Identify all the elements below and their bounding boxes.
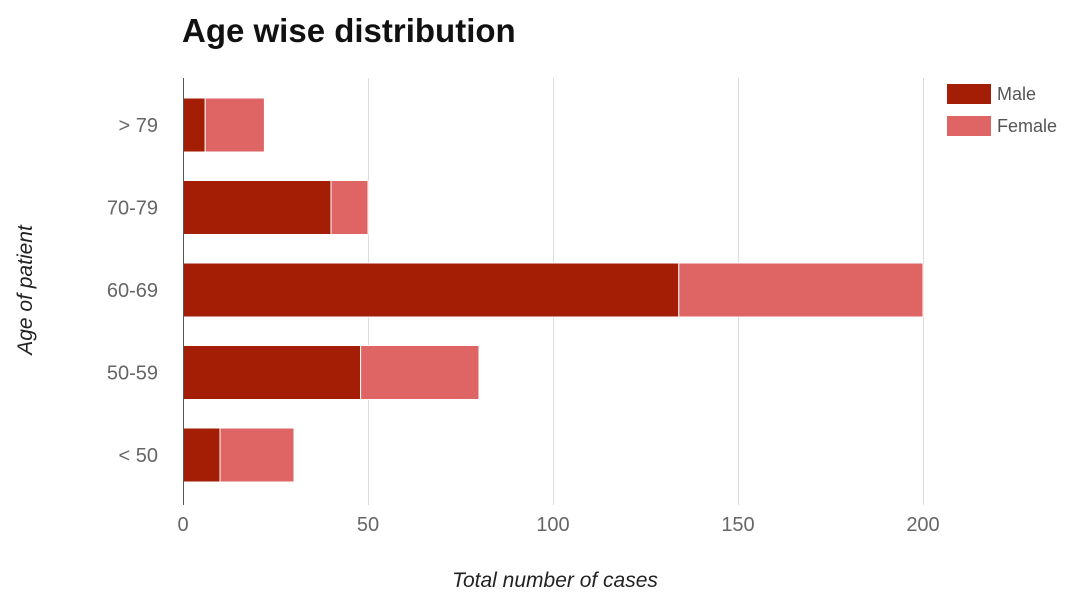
y-tick-label: < 50 xyxy=(119,445,158,467)
bar-male-segment xyxy=(182,180,332,235)
bar-female-segment xyxy=(219,427,295,483)
bar-female-segment xyxy=(330,180,369,235)
chart-title: Age wise distribution xyxy=(182,12,516,49)
x-tick-label: 150 xyxy=(721,514,754,536)
x-tick-labels: 0 50 100 150 200 xyxy=(177,514,939,536)
x-axis-title: Total number of cases xyxy=(452,569,658,590)
y-tick-label: 70-79 xyxy=(107,198,158,220)
legend-label-male: Male xyxy=(997,84,1036,104)
y-tick-labels: > 79 70-79 60-69 50-59 < 50 xyxy=(107,115,158,467)
y-axis-title: Age of patient xyxy=(14,224,37,357)
bar-female-segment xyxy=(678,262,924,318)
x-tick-label: 100 xyxy=(536,514,569,536)
bar-male-segment xyxy=(182,345,362,400)
bars xyxy=(182,97,924,483)
legend-swatch-male xyxy=(947,84,991,104)
x-tick-label: 50 xyxy=(357,514,379,536)
legend: Male Female xyxy=(947,84,1057,136)
y-tick-label: 60-69 xyxy=(107,280,158,302)
bar-female-segment xyxy=(360,345,480,400)
legend-swatch-female xyxy=(947,116,991,136)
bar-male-segment xyxy=(182,97,206,153)
legend-label-female: Female xyxy=(997,116,1057,136)
x-tick-label: 0 xyxy=(177,514,188,536)
bar-male-segment xyxy=(182,427,221,483)
y-tick-label: > 79 xyxy=(119,115,158,137)
bar-female-segment xyxy=(204,97,265,153)
y-tick-label: 50-59 xyxy=(107,363,158,385)
x-tick-label: 200 xyxy=(906,514,939,536)
bar-male-segment xyxy=(182,262,680,318)
